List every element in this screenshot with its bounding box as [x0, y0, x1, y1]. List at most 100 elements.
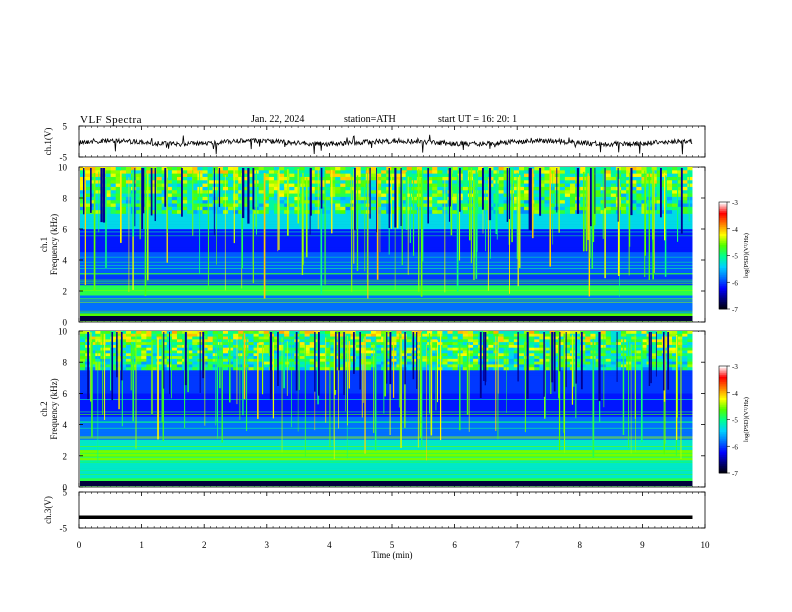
- ch1-spec-noise-cell: [641, 180, 647, 184]
- ch1-spec-noise-cell: [666, 186, 673, 191]
- ch1-spec-band: [80, 277, 693, 281]
- ch1-spec-noise-cell: [462, 193, 469, 198]
- ch1-spec-noise-cell: [656, 200, 663, 204]
- ch1-spec-noise-cell: [182, 176, 188, 181]
- ch1-spec-noise-cell: [110, 193, 117, 198]
- ch1-spec-noise-cell: [513, 200, 520, 204]
- ch1-spec-noise-cell: [85, 190, 91, 194]
- ch2-spec-noise-cell: [319, 353, 326, 357]
- ch1-spec-noise-cell: [365, 200, 372, 204]
- ch1-spec-noise-cell: [365, 173, 372, 178]
- ch1-spec-noise-cell: [534, 173, 540, 178]
- ch2-spec-noise-cell: [273, 342, 280, 346]
- ch1-spec-noise-cell: [146, 183, 152, 188]
- ch2-spec-noise-cell: [228, 344, 234, 349]
- ch2-spec-noise-cell: [462, 361, 469, 365]
- ch2-spec-noise-cell: [401, 331, 407, 335]
- ch2-spec-noise-cell: [442, 361, 448, 365]
- ch1-spec-band: [80, 292, 693, 296]
- ch2-spec-noise-cell: [319, 336, 326, 340]
- ch1-spec-noise-cell: [549, 173, 555, 178]
- ch2-spec-noise-cell: [355, 367, 362, 371]
- ch1-spec-noise-cell: [136, 167, 142, 171]
- ch1-spec-noise-cell: [238, 167, 244, 171]
- ch2-spec-noise-cell: [340, 356, 346, 360]
- ch1-spec-noise-cell: [427, 186, 433, 191]
- ch2-spec-noise-cell: [243, 353, 249, 357]
- ch2-spec-noise-cell: [141, 361, 147, 365]
- colorbar-swatch: [719, 207, 727, 210]
- ch1-spec-noise-cell: [682, 206, 688, 211]
- ch2-spec-noise-cell: [687, 331, 693, 335]
- colorbar-swatch: [719, 453, 727, 456]
- ch1-spec-noise-cell: [263, 193, 270, 198]
- ch1-spec-noise-cell: [171, 173, 178, 178]
- ch2-spec-noise-cell: [595, 342, 601, 346]
- ch1-spec-noise-cell: [166, 190, 173, 194]
- ch1-spec-noise-cell: [187, 170, 193, 174]
- ch1-spec-noise-cell: [120, 186, 127, 191]
- ch2-spec-noise-cell: [258, 347, 265, 351]
- ch1-spec-noise-cell: [314, 176, 321, 181]
- ch2-spec-noise-cell: [125, 361, 132, 365]
- ch2-spec-noise-cell: [345, 367, 351, 371]
- ch2-spec-noise-cell: [212, 336, 219, 340]
- ch2-spec-noise-cell: [304, 339, 310, 343]
- ch1-spec-noise-cell: [90, 203, 96, 208]
- ch1-spec-noise-cell: [120, 203, 127, 208]
- ch2-spec-noise-cell: [95, 331, 101, 335]
- ch2-spec-noise-cell: [406, 342, 413, 346]
- ch1-spec-noise-cell: [279, 186, 285, 191]
- ch2-spec-noise-cell: [575, 356, 581, 360]
- ch2-spec-noise-cell: [258, 367, 265, 371]
- time-tick-label: 4: [327, 540, 332, 550]
- ch1-spec-noise-cell: [330, 170, 336, 174]
- ch1-spec-noise-cell: [136, 183, 142, 188]
- ch1-spec-noise-cell: [212, 170, 219, 174]
- ch2-spec-noise-cell: [207, 361, 214, 365]
- ch1-spec-noise-cell: [370, 180, 377, 184]
- colorbar-swatch: [719, 366, 727, 369]
- ch1-spec-noise-cell: [656, 180, 663, 184]
- colorbar-swatch: [719, 210, 727, 214]
- ch1-spec-noise-cell: [416, 176, 423, 181]
- ch1-spec-noise-cell: [166, 180, 173, 184]
- ch2-spec-band: [80, 383, 693, 387]
- ch2-spec-noise-cell: [309, 350, 316, 354]
- ch1-spec-noise-cell: [151, 173, 157, 178]
- colorbar-tick-label: -7: [732, 306, 738, 314]
- ch1-spec-noise-cell: [478, 176, 484, 181]
- ch1-spec-noise-cell: [192, 183, 198, 188]
- ch2-spec-noise-cell: [376, 361, 382, 365]
- ch1-spec-noise-cell: [207, 206, 214, 211]
- ch2-spec-noise-cell: [151, 356, 157, 360]
- ch2-spec-noise-cell: [95, 333, 101, 337]
- ch1-spec-noise-cell: [503, 206, 510, 211]
- colorbar-swatch: [719, 305, 727, 308]
- ch2-spec-noise-cell: [473, 364, 479, 368]
- ch2-spec-noise-cell: [682, 339, 688, 343]
- ch2-spec-noise-cell: [585, 344, 591, 349]
- ch1-spec-noise-cell: [120, 183, 127, 188]
- ch1-spec-noise-cell: [595, 190, 601, 194]
- ch1-spec-noise-cell: [90, 200, 96, 204]
- ch2-spec-noise-cell: [284, 336, 290, 340]
- ch2-spec-noise-cell: [473, 344, 479, 349]
- ch1-spec-noise-cell: [202, 210, 208, 214]
- ch2-spec-band: [80, 457, 693, 461]
- ch2-spec-noise-cell: [381, 333, 387, 337]
- ch2-spec-noise-cell: [228, 333, 234, 337]
- ch1-spec-noise-cell: [340, 206, 346, 211]
- ch2-spec-noise-cell: [636, 331, 642, 335]
- ch2-spec-noise-cell: [304, 347, 310, 351]
- ch2-spec-noise-cell: [544, 356, 550, 360]
- ch1-spec-noise-cell: [580, 206, 586, 211]
- ch2-spec-noise-cell: [304, 364, 310, 368]
- ch2-spec-noise-cell: [677, 336, 683, 340]
- ch1-spec-noise-cell: [687, 176, 693, 181]
- ch1-spec-noise-cell: [176, 180, 183, 184]
- ch2-spec-noise-cell: [192, 344, 198, 349]
- ch1-spec-noise-cell: [85, 180, 91, 184]
- ch2-spec-noise-cell: [462, 342, 469, 346]
- ch2-spec-noise-cell: [243, 356, 249, 360]
